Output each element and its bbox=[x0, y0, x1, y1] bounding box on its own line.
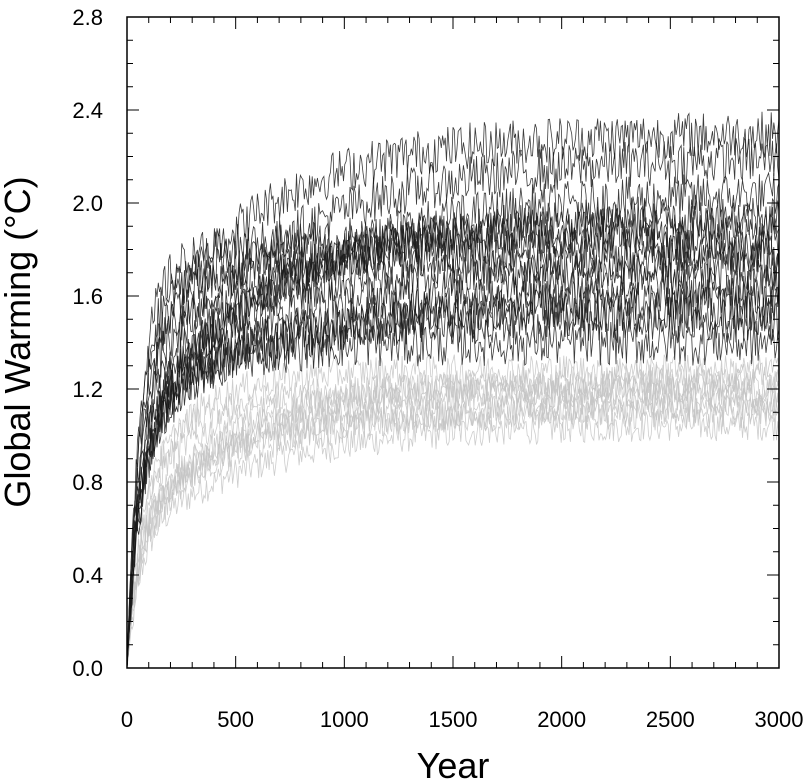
series-line-group-1 bbox=[126, 274, 780, 669]
series-line-group-1 bbox=[126, 214, 780, 669]
series-line-group-0 bbox=[126, 361, 780, 669]
series-layer bbox=[126, 111, 780, 669]
series-line-group-1 bbox=[126, 171, 780, 669]
series-line-group-0 bbox=[126, 377, 780, 669]
y-tick-label: 0.8 bbox=[72, 470, 103, 495]
ticks-layer: 0 500 1000 1500 2000 2500 3000 0.0 0.4 0.8 1.2 1.6 2… bbox=[72, 5, 803, 732]
series-line-group-0 bbox=[126, 368, 780, 669]
y-tick-label: 1.2 bbox=[72, 377, 103, 402]
series-line-group-1 bbox=[126, 319, 780, 669]
series-line-group-0 bbox=[126, 372, 780, 669]
y-tick-label: 2.8 bbox=[72, 5, 103, 30]
series-line-group-1 bbox=[126, 203, 780, 669]
y-axis-title: Global Warming (°C) bbox=[0, 176, 38, 507]
series-line-group-1 bbox=[126, 226, 780, 669]
series-line-group-1 bbox=[126, 136, 780, 669]
x-tick-label: 1000 bbox=[320, 707, 369, 732]
x-tick-label: 500 bbox=[217, 707, 254, 732]
series-line-group-1 bbox=[126, 111, 780, 669]
y-tick-label: 2.4 bbox=[72, 98, 103, 123]
x-tick-label: 2500 bbox=[646, 707, 695, 732]
x-tick-label: 0 bbox=[121, 707, 133, 732]
series-line-group-0 bbox=[126, 354, 780, 669]
y-tick-label: 0.4 bbox=[72, 563, 103, 588]
y-tick-label: 2.0 bbox=[72, 191, 103, 216]
series-line-group-1 bbox=[126, 194, 780, 669]
x-tick-label: 3000 bbox=[755, 707, 804, 732]
y-tick-label: 0.0 bbox=[72, 656, 103, 681]
y-tick-label: 1.6 bbox=[72, 284, 103, 309]
series-line-group-0 bbox=[126, 390, 780, 669]
x-axis-title: Year bbox=[417, 745, 490, 783]
series-line-group-0 bbox=[126, 409, 780, 669]
x-tick-label: 2000 bbox=[537, 707, 586, 732]
series-line-group-1 bbox=[126, 237, 780, 669]
x-tick-label: 1500 bbox=[429, 707, 478, 732]
